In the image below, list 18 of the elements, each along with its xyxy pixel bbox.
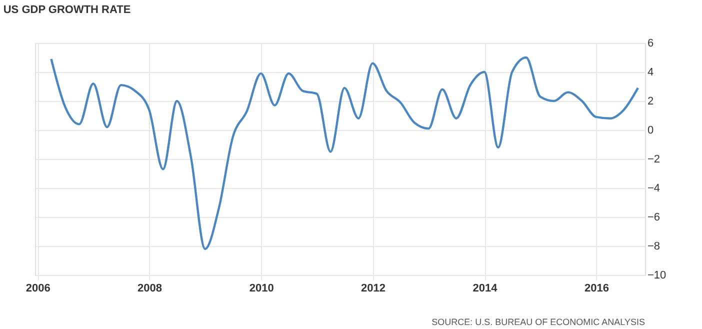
- x-tick-label: 2012: [360, 282, 386, 294]
- y-tick-label: −2: [648, 154, 660, 166]
- x-tick-label: 2010: [249, 282, 274, 294]
- chart-title: US GDP GROWTH RATE: [3, 4, 131, 16]
- line-series: [50, 56, 640, 250]
- y-tick-label: 2: [648, 96, 654, 108]
- y-tick-label: −4: [648, 182, 660, 194]
- x-tick-label: 2008: [138, 282, 162, 294]
- y-tick-label: 6: [648, 38, 654, 50]
- x-tick-label: 2014: [472, 282, 498, 294]
- y-tick-label: −10: [648, 270, 666, 282]
- y-tick-label: 4: [648, 66, 654, 78]
- source-note: SOURCE: U.S. BUREAU OF ECONOMIC ANALYSIS: [432, 317, 645, 327]
- y-tick-label: −6: [648, 212, 660, 224]
- x-tick-label: 2016: [584, 282, 609, 294]
- y-tick-label: −8: [648, 240, 660, 252]
- x-tick-label: 2006: [26, 282, 50, 294]
- y-tick-label: 0: [648, 124, 654, 136]
